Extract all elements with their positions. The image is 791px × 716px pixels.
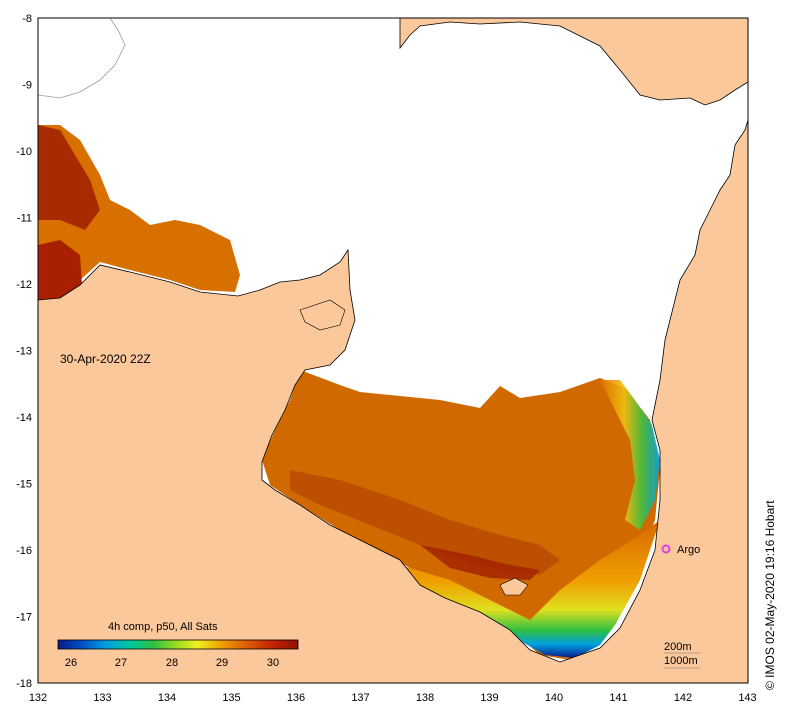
sst-field-arafura (38, 125, 240, 300)
sst-field-gulf-warm (290, 470, 560, 575)
legend-tick: 27 (115, 657, 127, 669)
timestamp-label: 30-Apr-2020 22Z (60, 352, 151, 366)
sst-field-gulf (262, 370, 660, 660)
lon-tick: 132 (29, 692, 47, 704)
coast-timor (38, 18, 126, 99)
lat-tick: -9 (22, 80, 32, 92)
lon-tick: 142 (674, 692, 692, 704)
sst-field-east-gradient (600, 380, 660, 530)
depth-contour-1000: 1000m (664, 655, 698, 667)
sst-field-arafura-hot (38, 125, 100, 230)
sst-field-gulf-hot (420, 545, 540, 580)
color-legend: 4h comp, p50, All Sats 26 27 28 29 30 (57, 621, 299, 669)
lon-tick: 140 (545, 692, 563, 704)
lat-tick: -10 (16, 146, 32, 158)
land-australia (38, 119, 748, 683)
argo-label: Argo (677, 544, 700, 556)
lat-tick: -16 (16, 545, 32, 557)
lat-tick: -15 (16, 479, 32, 491)
land-new-guinea (399, 18, 748, 106)
legend-tick: 29 (216, 657, 228, 669)
land-wellesley-island (499, 577, 529, 596)
lon-tick: 133 (93, 692, 111, 704)
legend-tick: 30 (267, 657, 279, 669)
sst-field-south-gradient (400, 520, 660, 658)
lon-tick: 135 (222, 692, 240, 704)
map-frame (37, 17, 749, 684)
lon-tick: 138 (416, 692, 434, 704)
lat-tick: -13 (16, 346, 32, 358)
depth-contour-legend: 200m 1000m (664, 641, 700, 669)
legend-title: 4h comp, p50, All Sats (108, 621, 218, 633)
lon-axis: 132 133 134 135 136 137 138 139 140 141 … (29, 692, 757, 704)
lat-tick: -8 (22, 13, 32, 25)
legend-colorbar (57, 639, 299, 650)
depth-contour-200: 200m (664, 641, 692, 653)
argo-float-icon[interactable] (661, 544, 671, 554)
lat-tick: -12 (16, 279, 32, 291)
legend-tick: 28 (166, 657, 178, 669)
lat-tick: -17 (16, 612, 32, 624)
lon-tick: 139 (480, 692, 498, 704)
credit-label: © IMOS 02-May-2020 19:16 Hobart (763, 500, 777, 690)
lat-tick: -18 (16, 678, 32, 690)
lon-tick: 137 (351, 692, 369, 704)
lat-axis: -8 -9 -10 -11 -12 -13 -14 -15 -16 -17 -1… (16, 13, 32, 690)
sst-field-arafura-hot-2 (38, 240, 82, 300)
lon-tick: 143 (738, 692, 756, 704)
lon-tick: 141 (609, 692, 627, 704)
land-groote-eylandt (299, 299, 346, 331)
lat-tick: -14 (16, 412, 32, 424)
lat-tick: -11 (17, 213, 32, 225)
lon-tick: 134 (158, 692, 176, 704)
lon-tick: 136 (287, 692, 305, 704)
argo-marker[interactable]: Argo (661, 544, 701, 556)
legend-tick: 26 (65, 657, 77, 669)
